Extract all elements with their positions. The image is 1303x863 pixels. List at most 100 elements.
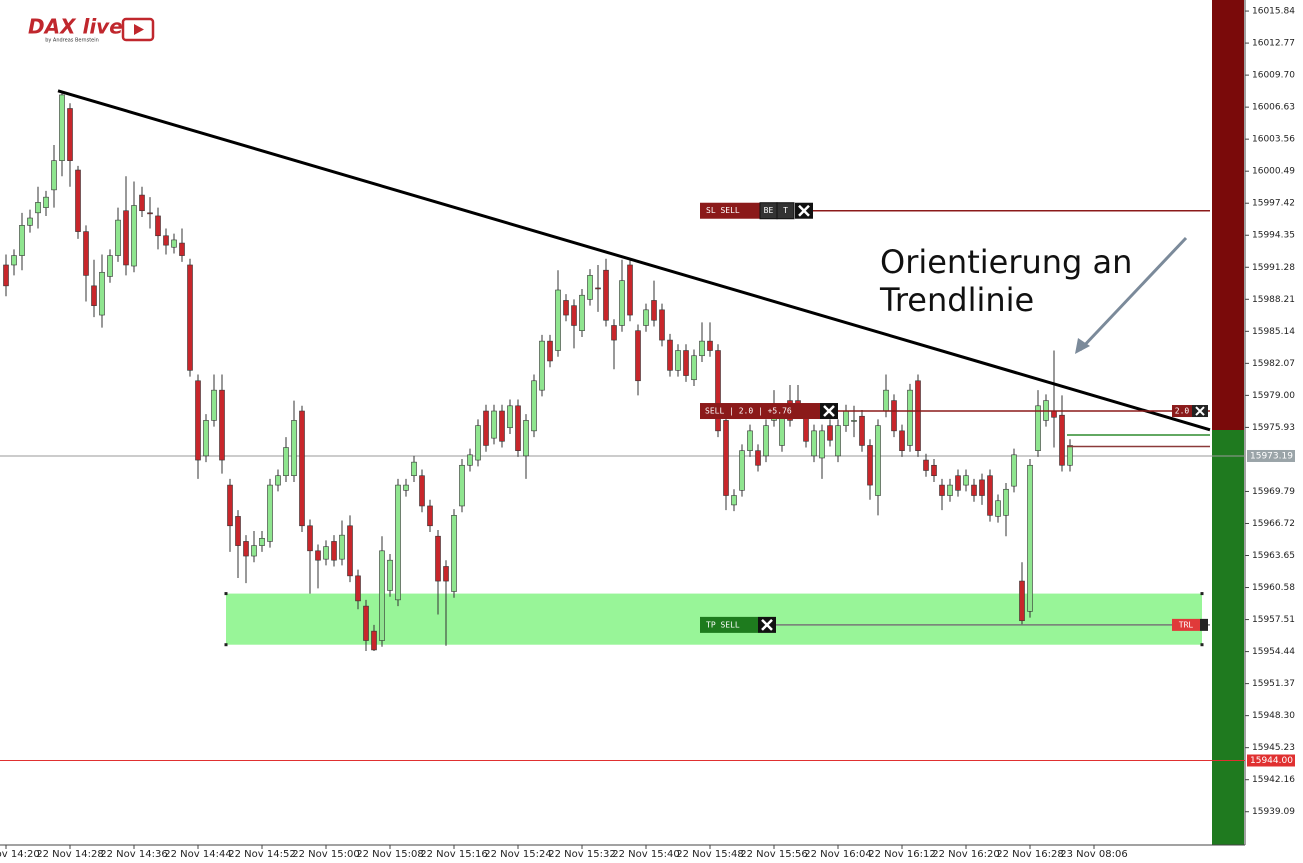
y-tick-label: 16015.84 bbox=[1252, 7, 1295, 17]
candle-body bbox=[891, 400, 897, 432]
candle-body bbox=[323, 546, 329, 560]
candle-body bbox=[995, 500, 1001, 517]
x-tick-label: 22 Nov 15:16 bbox=[420, 849, 487, 860]
logo-title: DAX live bbox=[28, 15, 123, 39]
candle-body bbox=[411, 461, 417, 477]
candle-body bbox=[947, 484, 953, 496]
x-tick-label: 22 Nov 14:28 bbox=[36, 849, 103, 860]
candle-body bbox=[811, 430, 817, 457]
candle-body bbox=[715, 350, 721, 432]
candle-body bbox=[211, 389, 217, 421]
candle-body bbox=[491, 410, 497, 439]
logo-play bbox=[134, 24, 144, 35]
y-tick-label: 15960.58 bbox=[1252, 583, 1295, 593]
y-tick-label: 15945.23 bbox=[1252, 743, 1295, 753]
annotation-arrow bbox=[1078, 236, 1188, 352]
y-tick-label: 15979.00 bbox=[1252, 391, 1295, 401]
candle-body bbox=[979, 479, 985, 496]
y-tick-label: 15966.72 bbox=[1252, 519, 1295, 529]
candle-body bbox=[347, 525, 353, 577]
candle-body bbox=[107, 255, 113, 277]
x-tick-label: 22 Nov 15:56 bbox=[740, 849, 807, 860]
red-level-box bbox=[1247, 754, 1295, 767]
y-tick-label: 15982.07 bbox=[1252, 359, 1295, 369]
candle-body bbox=[203, 420, 209, 457]
candle-body bbox=[83, 231, 89, 276]
candle-body bbox=[675, 350, 681, 371]
candle-body bbox=[259, 537, 265, 546]
candle-body bbox=[827, 425, 833, 441]
candle-body bbox=[483, 410, 489, 446]
candle-body bbox=[915, 380, 921, 451]
candle-body bbox=[883, 389, 889, 412]
candle-body bbox=[627, 264, 633, 316]
close-icon[interactable] bbox=[761, 618, 773, 631]
y-tick-label: 15988.21 bbox=[1252, 295, 1295, 305]
logo-icon bbox=[121, 17, 155, 42]
tp-tag-box bbox=[1172, 618, 1200, 631]
candle-body bbox=[987, 475, 993, 516]
x-tick-label: 22 Nov 15:40 bbox=[612, 849, 679, 860]
candle-body bbox=[1059, 414, 1065, 466]
candle-body bbox=[1051, 410, 1057, 418]
x-tick-label: 22 Nov 14:20 bbox=[0, 849, 40, 860]
candle-body bbox=[467, 454, 473, 466]
x-tick-label: 22 Nov 16:12 bbox=[868, 849, 935, 860]
candle-body bbox=[403, 484, 409, 491]
candle-body bbox=[267, 484, 273, 542]
candle-body bbox=[755, 450, 761, 466]
button-label[interactable]: T bbox=[783, 206, 788, 215]
candle-body bbox=[123, 210, 129, 266]
y-tick-label: 15963.65 bbox=[1252, 551, 1295, 561]
y-tick-label: 15948.30 bbox=[1252, 711, 1295, 721]
tag-close-icon[interactable] bbox=[1195, 406, 1205, 416]
candle-body bbox=[251, 545, 257, 557]
candle-body bbox=[899, 430, 905, 451]
candle-body bbox=[963, 475, 969, 486]
candle-body bbox=[547, 340, 553, 362]
zone-handle bbox=[1200, 592, 1204, 596]
entry-tag: 2.0 bbox=[1175, 407, 1190, 416]
button-label[interactable]: BE bbox=[764, 206, 774, 215]
x-tick-label: 22 Nov 16:04 bbox=[804, 849, 871, 860]
candle-body bbox=[763, 425, 769, 457]
logo: DAX live by Andreas Bernstein bbox=[28, 15, 155, 44]
candle-body bbox=[315, 550, 321, 561]
candle-body bbox=[371, 630, 377, 651]
entry-label-box bbox=[700, 403, 820, 420]
tp-tag-end bbox=[1200, 618, 1208, 631]
close-icon[interactable] bbox=[798, 204, 810, 217]
y-tick-label: 15954.44 bbox=[1252, 647, 1295, 657]
candle-body bbox=[507, 405, 513, 429]
button[interactable] bbox=[776, 202, 795, 220]
close-icon[interactable] bbox=[823, 405, 835, 417]
candle-body bbox=[643, 309, 649, 326]
candle-body bbox=[1019, 580, 1025, 622]
candle-body bbox=[499, 410, 505, 442]
current-price-box bbox=[1247, 449, 1295, 462]
x-tick-label: 22 Nov 15:32 bbox=[548, 849, 615, 860]
candle-body bbox=[595, 287, 601, 290]
candle-body bbox=[435, 535, 441, 582]
y-tick-label: 16009.70 bbox=[1252, 71, 1295, 81]
y-tick-label: 15939.09 bbox=[1252, 807, 1295, 817]
y-tick-label: 16006.63 bbox=[1252, 103, 1295, 113]
candle-body bbox=[195, 380, 201, 461]
x-tick-label: 22 Nov 15:00 bbox=[292, 849, 359, 860]
candle-body bbox=[11, 255, 17, 266]
candle-body bbox=[603, 269, 609, 321]
trendline bbox=[57, 89, 1211, 432]
y-tick-label: 15975.93 bbox=[1252, 423, 1295, 433]
candle-body bbox=[1011, 454, 1017, 487]
candle-body bbox=[843, 410, 849, 426]
candle-body bbox=[939, 484, 945, 496]
zone-handle bbox=[224, 643, 228, 647]
candle-body bbox=[235, 516, 241, 546]
candle-body bbox=[723, 420, 729, 496]
candle-body bbox=[691, 355, 697, 381]
candle-body bbox=[659, 309, 665, 341]
y-tick-label: 16012.77 bbox=[1252, 39, 1295, 49]
candle-body bbox=[907, 389, 913, 446]
candle-body bbox=[219, 389, 225, 461]
